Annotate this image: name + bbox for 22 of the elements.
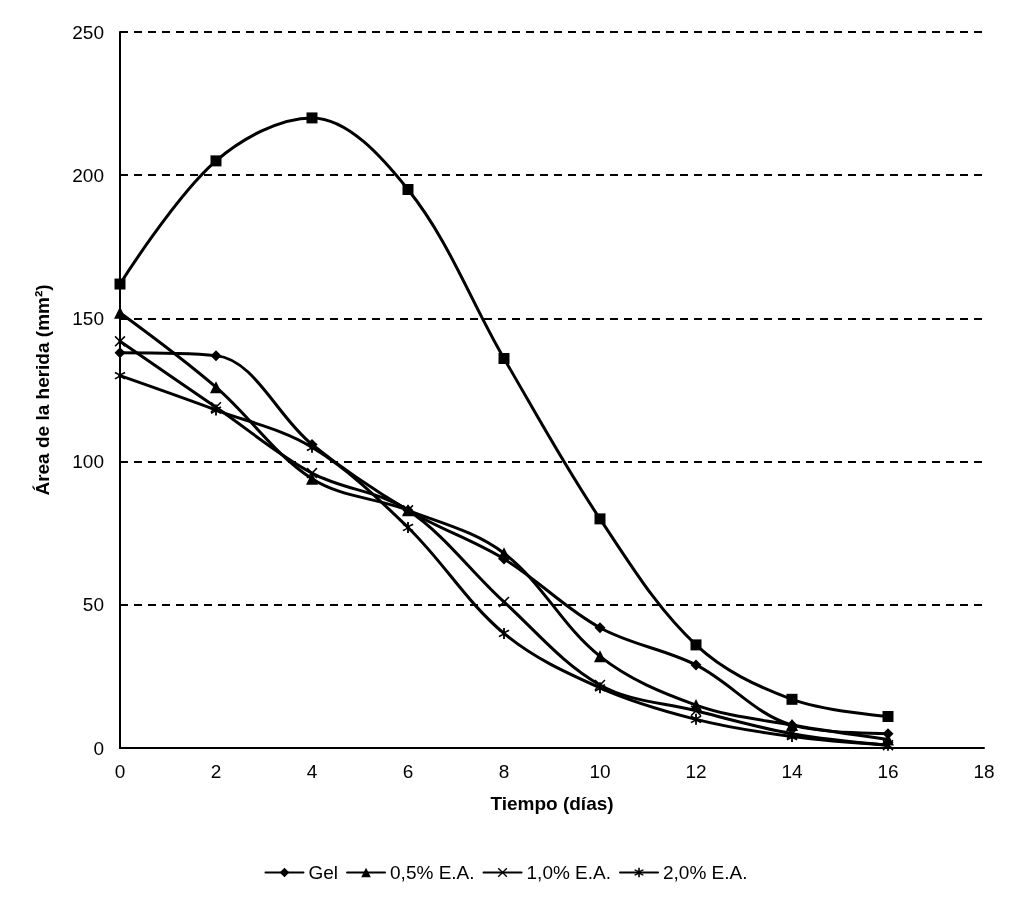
x-tick-label: 2 (210, 761, 222, 782)
x-tick-label: 6 (402, 761, 414, 782)
x-tick-label: 8 (498, 761, 510, 782)
x-tick-label: 4 (306, 761, 318, 782)
y-tick-label: 150 (72, 307, 104, 329)
x-axis-title: Tiempo (días) (490, 793, 614, 814)
x-tick-label: 14 (781, 761, 803, 782)
y-tick-label: 100 (72, 451, 104, 473)
x-tick-label: 10 (589, 761, 611, 782)
y-axis-title: Área de la herida (mm²) (32, 284, 53, 496)
x-tick-label: 12 (685, 761, 707, 782)
x-tick-label: 0 (114, 761, 126, 782)
x-tick-label: 18 (973, 761, 995, 782)
legend-label: 0,5% E.A. (390, 862, 475, 883)
y-tick-label: 50 (82, 594, 104, 616)
y-tick-label: 0 (93, 737, 104, 759)
y-tick-label: 200 (72, 164, 104, 186)
legend-label: 2,0% E.A. (663, 862, 748, 883)
x-tick-label: 16 (877, 761, 899, 782)
legend-label: Gel (308, 862, 339, 883)
legend-label: 1,0% E.A. (526, 862, 612, 883)
y-tick-label: 250 (72, 21, 104, 43)
